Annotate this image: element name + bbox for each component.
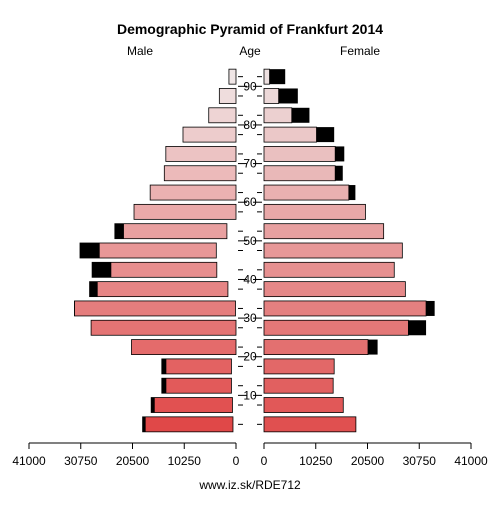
male-bar-20-24 <box>131 339 237 355</box>
male-axis-tick-label: 41000 <box>12 454 46 468</box>
male-bar-75-79 <box>182 126 237 143</box>
footer-source: www.iz.sk/RDE712 <box>198 478 301 492</box>
female-bar-65-69 <box>263 165 336 182</box>
chart-title: Demographic Pyramid of Frankfurt 2014 <box>117 21 383 37</box>
female-bar-0-4 <box>263 416 357 433</box>
male-bar-50-54 <box>114 223 228 240</box>
female-bar-5-9 <box>263 397 344 413</box>
female-axis-tick-label: 0 <box>261 454 268 468</box>
female-bar-45-49 <box>263 242 403 259</box>
male-bar-5-9 <box>150 397 233 413</box>
female-bar-55-59 <box>263 203 366 220</box>
male-bar-0-4 <box>142 416 234 433</box>
male-bar-30-34 <box>74 300 236 317</box>
female-bar-35-39 <box>263 281 406 298</box>
female-bar-85-89 <box>263 88 280 104</box>
male-foreign-bar-30-34 <box>74 300 75 316</box>
female-foreign-bar-20-24 <box>368 339 378 355</box>
male-side-label: Male <box>127 44 153 58</box>
male-foreign-bar-10-14 <box>161 378 167 394</box>
age-tick-label: 70 <box>243 157 257 171</box>
female-bar-80-84 <box>263 107 293 124</box>
female-bar-40-44 <box>263 261 395 278</box>
female-foreign-bar-70-74 <box>335 146 345 162</box>
age-tick-label: 50 <box>243 234 257 248</box>
male-foreign-bar-40-44 <box>92 262 112 278</box>
female-bar-30-34 <box>263 300 427 317</box>
male-bar-25-29 <box>90 319 237 336</box>
male-foreign-bar-0-4 <box>142 416 146 432</box>
male-bar-60-64 <box>149 184 237 201</box>
female-axis-tick-label: 20500 <box>351 454 385 468</box>
female-axis-tick-label: 30750 <box>403 454 437 468</box>
female-foreign-bar-60-64 <box>348 185 356 201</box>
female-bars <box>263 68 435 433</box>
female-bar-75-79 <box>263 126 317 143</box>
male-foreign-bar-50-54 <box>114 223 124 239</box>
male-bar-70-74 <box>165 146 237 162</box>
male-foreign-bar-15-19 <box>161 358 167 374</box>
male-bar-90+ <box>228 68 237 85</box>
male-axis-tick-label: 10250 <box>168 454 202 468</box>
male-foreign-bar-5-9 <box>151 397 155 413</box>
male-bars <box>74 68 237 433</box>
female-foreign-bar-30-34 <box>426 300 435 316</box>
female-foreign-bar-85-89 <box>278 88 298 104</box>
male-axis-tick-label: 30750 <box>64 454 98 468</box>
male-bar-45-49 <box>79 242 217 259</box>
male-bar-55-59 <box>133 203 237 220</box>
female-axis-tick-label: 10250 <box>299 454 333 468</box>
female-bar-90+ <box>263 68 270 85</box>
female-bar-25-29 <box>263 319 409 336</box>
age-axis-label: Age <box>239 44 261 58</box>
male-bar-35-39 <box>89 281 229 298</box>
age-tick-label: 80 <box>243 118 257 132</box>
x-axis-male: 41000 30750 20500 10250 0 <box>12 442 240 468</box>
female-bar-70-74 <box>263 146 336 162</box>
female-foreign-bar-25-29 <box>408 320 427 336</box>
female-foreign-bar-65-69 <box>335 165 343 181</box>
male-bar-65-69 <box>163 165 237 182</box>
female-bar-60-64 <box>263 184 350 201</box>
age-axis: 10 20 30 40 50 60 70 80 90 <box>238 76 262 425</box>
female-foreign-bar-90+ <box>269 69 286 85</box>
age-tick-label: 40 <box>243 272 257 286</box>
female-bar-15-19 <box>263 358 335 375</box>
age-tick-label: 60 <box>243 195 257 209</box>
age-tick-label: 90 <box>243 79 257 93</box>
female-foreign-bar-75-79 <box>316 127 335 143</box>
female-foreign-bar-80-84 <box>291 107 310 123</box>
male-axis-tick-label: 0 <box>233 454 240 468</box>
female-side-label: Female <box>340 44 380 58</box>
age-tick-label: 20 <box>243 350 257 364</box>
male-foreign-bar-35-39 <box>89 281 98 297</box>
female-bar-10-14 <box>263 377 334 394</box>
male-bar-85-89 <box>218 88 237 104</box>
male-axis-tick-label: 20500 <box>116 454 150 468</box>
male-bar-80-84 <box>208 107 237 124</box>
age-tick-label: 30 <box>243 311 257 325</box>
age-tick-label: 10 <box>243 388 257 402</box>
x-axis-female: 0 10250 20500 30750 41000 <box>261 442 488 468</box>
male-bar-15-19 <box>161 358 232 375</box>
female-axis-tick-label: 41000 <box>454 454 488 468</box>
female-bar-20-24 <box>263 339 369 355</box>
male-bar-10-14 <box>161 377 232 394</box>
female-bar-50-54 <box>263 223 385 240</box>
male-foreign-bar-45-49 <box>79 243 100 258</box>
